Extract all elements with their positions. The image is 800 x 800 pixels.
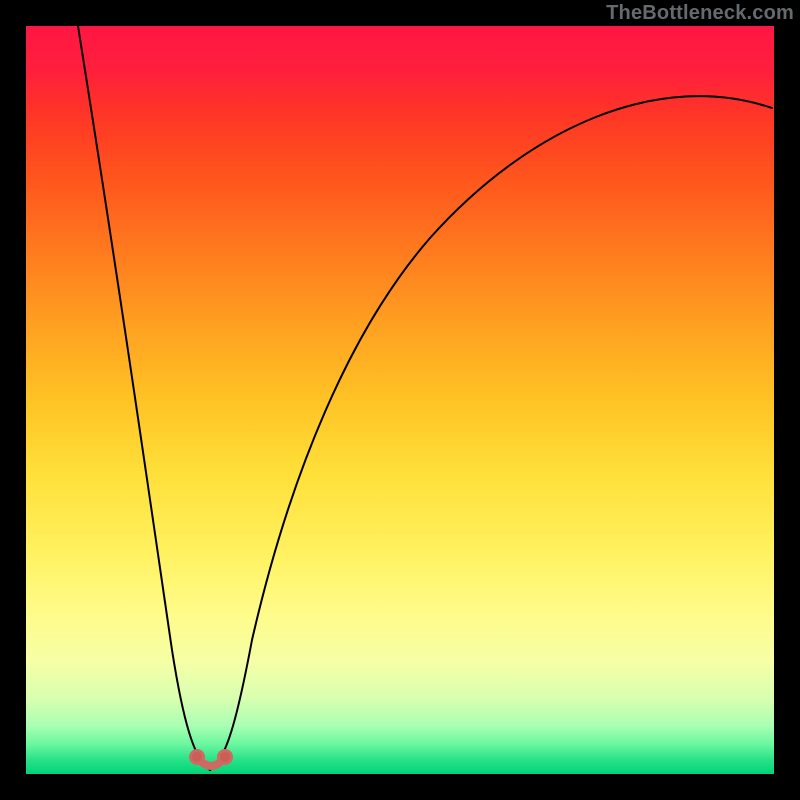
highlight-node-inner-0 — [192, 752, 202, 762]
bottleneck-chart-svg — [0, 0, 800, 800]
chart-gradient-panel — [26, 26, 774, 774]
watermark-label: TheBottleneck.com — [606, 2, 794, 25]
chart-container: TheBottleneck.com — [0, 0, 800, 800]
highlight-node-inner-1 — [220, 752, 230, 762]
